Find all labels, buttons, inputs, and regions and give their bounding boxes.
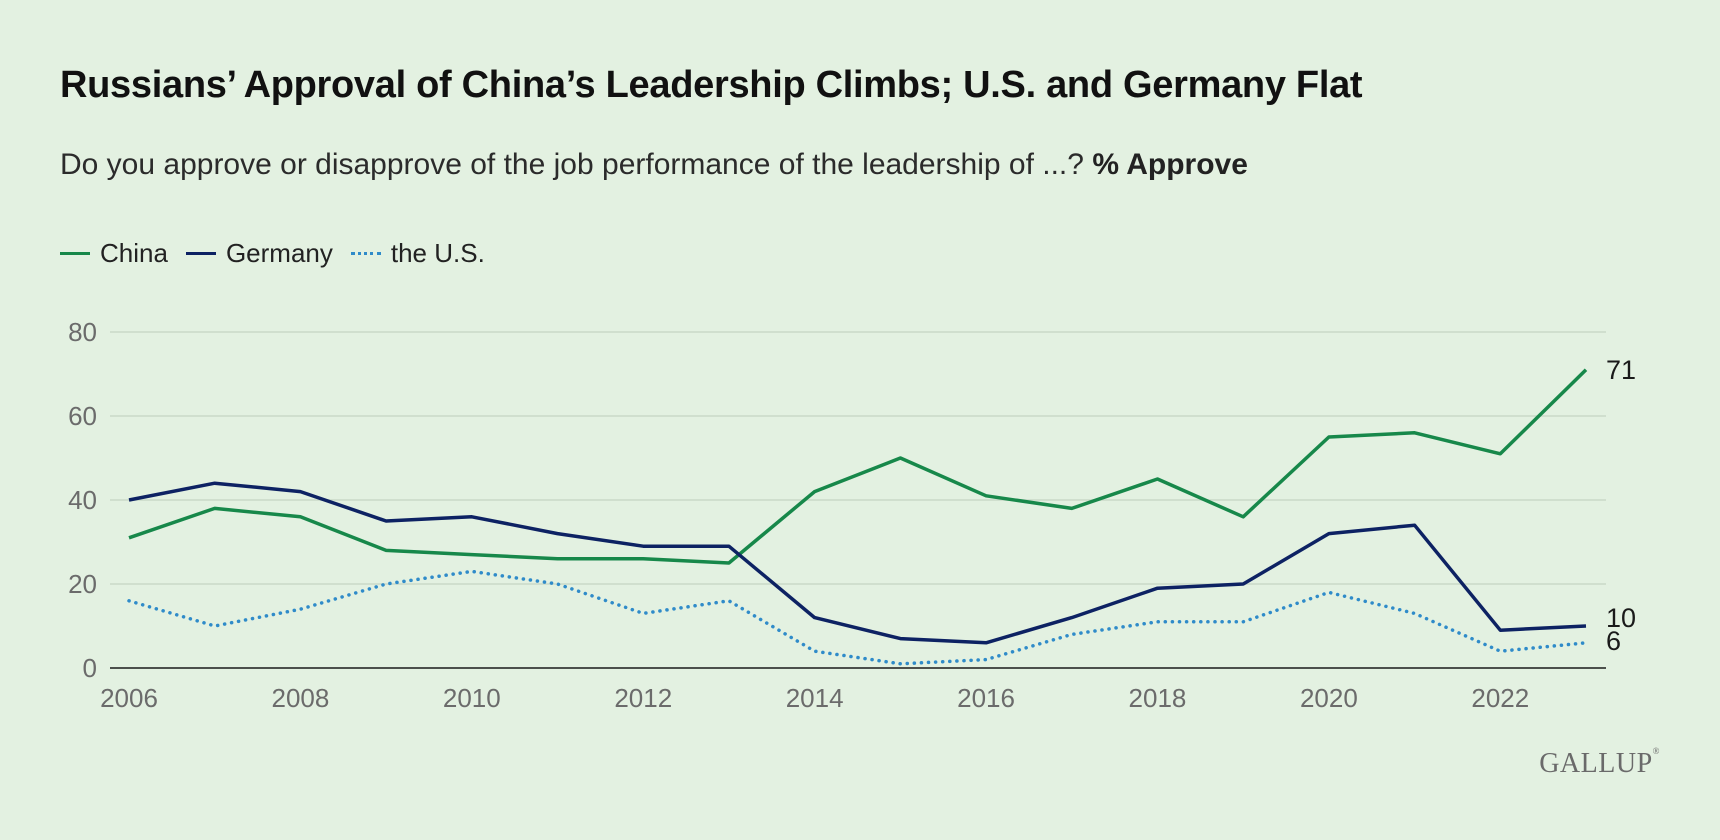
legend-swatch-us — [350, 252, 381, 255]
legend-swatch-germany — [185, 252, 216, 255]
subtitle-question: Do you approve or disapprove of the job … — [60, 148, 1084, 181]
y-tick-label: 80 — [68, 317, 97, 347]
x-tick-label: 2020 — [1300, 683, 1358, 713]
chart-legend: China Germany the U.S. — [60, 238, 503, 269]
y-tick-label: 40 — [68, 485, 97, 515]
chart-title: Russians’ Approval of China’s Leadership… — [60, 64, 1363, 106]
x-tick-label: 2006 — [100, 683, 158, 713]
gallup-logo: GALLUP® — [1539, 746, 1660, 780]
x-tick-label: 2018 — [1129, 683, 1187, 713]
legend-item-us: the U.S. — [350, 238, 485, 269]
chart-subtitle: Do you approve or disapprove of the job … — [60, 148, 1248, 182]
end-label-germany: 10 — [1606, 603, 1636, 633]
series-line-china — [128, 368, 1588, 565]
legend-item-china: China — [60, 238, 168, 269]
x-tick-label: 2016 — [957, 683, 1015, 713]
series-line-germany — [128, 481, 1587, 645]
end-label-china: 71 — [1606, 355, 1636, 385]
x-tick-label: 2014 — [786, 683, 844, 713]
series-line-the-u-s — [127, 569, 1588, 666]
legend-label-germany: Germany — [225, 238, 333, 268]
x-tick-label: 2022 — [1471, 683, 1529, 713]
y-tick-label: 0 — [83, 653, 97, 683]
legend-label-china: China — [100, 238, 168, 268]
x-tick-label: 2008 — [271, 683, 329, 713]
end-label-the-u-s: 6 — [1606, 626, 1621, 656]
subtitle-measure: % Approve — [1092, 148, 1248, 181]
brand-name: GALLUP — [1539, 748, 1653, 779]
brand-registered-mark: ® — [1652, 746, 1660, 756]
y-tick-label: 60 — [68, 401, 97, 431]
y-tick-label: 20 — [68, 569, 97, 599]
x-tick-label: 2012 — [614, 683, 672, 713]
legend-swatch-china — [60, 252, 90, 255]
x-tick-label: 2010 — [443, 683, 501, 713]
legend-label-us: the U.S. — [390, 238, 485, 268]
legend-item-germany: Germany — [185, 238, 333, 269]
